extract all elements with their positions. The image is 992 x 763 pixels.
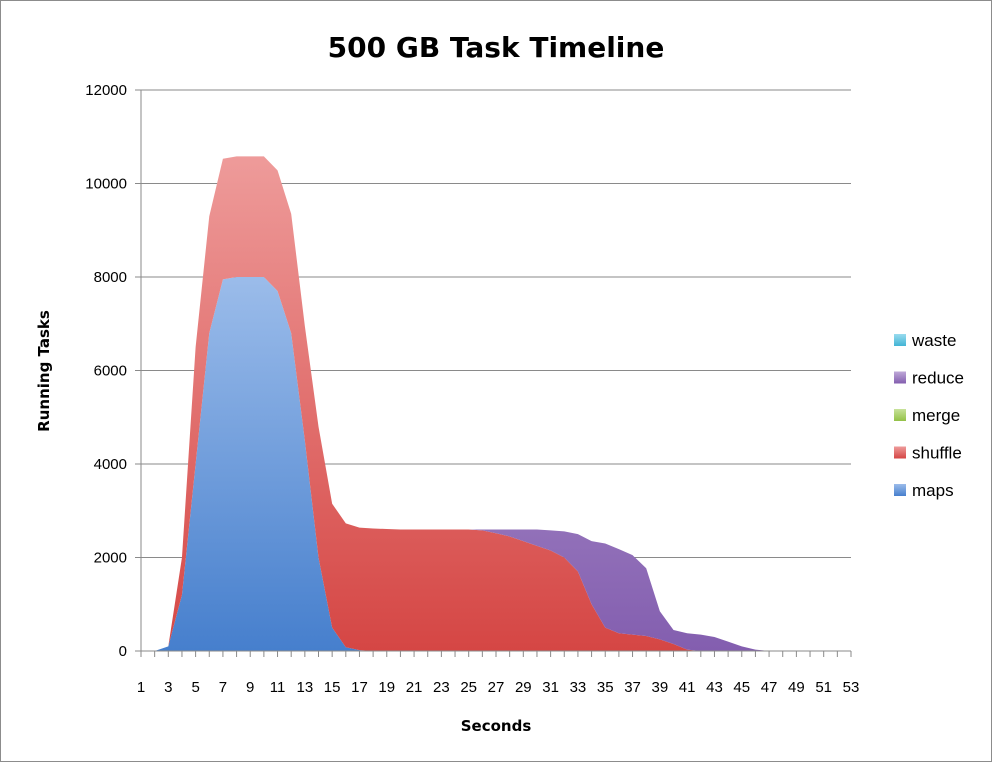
legend-swatch — [894, 446, 906, 459]
legend-item-reduce: reduce — [894, 369, 964, 388]
x-tick-label: 49 — [788, 679, 805, 696]
x-tick-label: 9 — [246, 679, 254, 696]
legend-item-waste: waste — [894, 331, 956, 350]
x-tick-label: 27 — [488, 679, 505, 696]
x-tick-label: 3 — [164, 679, 172, 696]
legend: waste reduce merge shuffle maps — [894, 331, 964, 500]
y-tick-label: 10000 — [85, 176, 127, 193]
x-tick-label: 15 — [324, 679, 341, 696]
legend-label: reduce — [912, 369, 964, 388]
legend-item-merge: merge — [894, 406, 960, 425]
x-tick-label: 23 — [433, 679, 450, 696]
legend-swatch — [894, 334, 906, 346]
y-axis-title: Running Tasks — [35, 310, 53, 432]
y-tick-label: 2000 — [94, 550, 127, 567]
x-tick-label: 53 — [843, 679, 860, 696]
x-tick-label: 17 — [351, 679, 368, 696]
x-tick-label: 11 — [270, 679, 286, 696]
x-tick-labels: 1 3 5 7 9 11 13 15 17 19 21 23 25 27 29 31 33 35 37 39 41 43 4… — [137, 679, 860, 696]
x-tick-label: 47 — [761, 679, 778, 696]
x-tick-label: 37 — [624, 679, 641, 696]
legend-swatch — [894, 484, 906, 496]
series-areas — [141, 156, 851, 651]
series-area-shuffle — [141, 156, 851, 651]
legend-swatch — [894, 409, 906, 421]
y-tick-label: 0 — [119, 643, 127, 660]
x-tick-label: 43 — [706, 679, 723, 696]
x-tick-label: 5 — [191, 679, 199, 696]
y-tick-label: 4000 — [94, 456, 127, 473]
x-tick-label: 7 — [219, 679, 227, 696]
legend-label: waste — [911, 331, 956, 350]
legend-label: maps — [912, 481, 954, 500]
y-tick-label: 12000 — [85, 82, 127, 99]
x-tick-label: 13 — [297, 679, 314, 696]
x-tick-label: 41 — [679, 679, 696, 696]
x-tick-label: 19 — [378, 679, 395, 696]
y-tick-label: 8000 — [94, 269, 127, 286]
x-axis-title: Seconds — [461, 717, 532, 735]
legend-item-shuffle: shuffle — [894, 444, 962, 463]
legend-label: shuffle — [912, 444, 962, 463]
x-tick-label: 31 — [542, 679, 559, 696]
axes — [135, 89, 852, 657]
x-tick-label: 51 — [815, 679, 832, 696]
y-tick-label: 6000 — [94, 363, 127, 380]
x-tick-label: 21 — [406, 679, 423, 696]
x-tick-label: 35 — [597, 679, 614, 696]
legend-label: merge — [912, 406, 960, 425]
x-tick-label: 25 — [460, 679, 477, 696]
chart-title: 500 GB Task Timeline — [328, 31, 665, 64]
x-tick-label: 39 — [652, 679, 669, 696]
legend-swatch — [894, 371, 906, 384]
x-tick-label: 1 — [137, 679, 145, 696]
y-tick-labels: 0 2000 4000 6000 8000 10000 12000 — [85, 82, 127, 660]
x-tick-label: 33 — [570, 679, 587, 696]
x-tick-label: 29 — [515, 679, 532, 696]
x-tick-label: 45 — [733, 679, 750, 696]
legend-item-maps: maps — [894, 481, 954, 500]
